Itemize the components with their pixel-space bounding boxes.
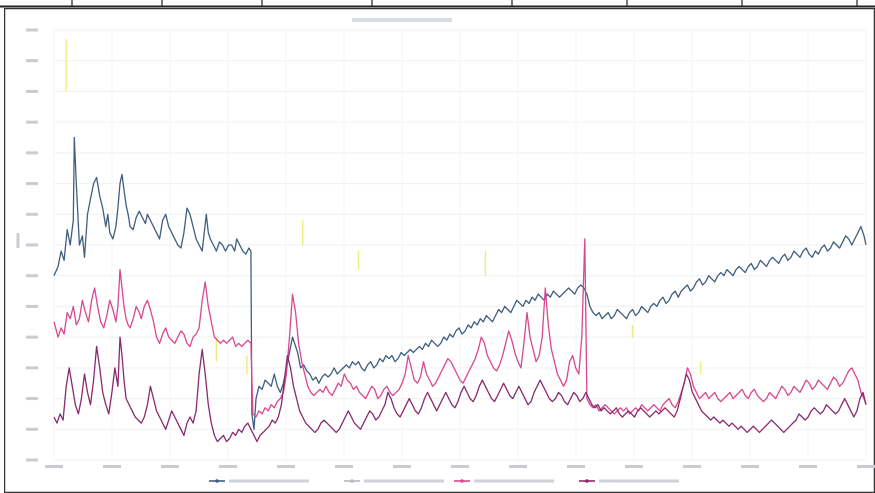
x-tick-label — [857, 465, 875, 468]
series-line-1 — [53, 136, 867, 430]
y-tick-label — [26, 28, 38, 32]
legend-marker — [350, 479, 354, 483]
chart-border — [4, 8, 875, 493]
x-tick-label — [509, 465, 527, 468]
x-tick-label — [625, 465, 643, 468]
x-tick-label — [393, 465, 411, 468]
x-tick-label — [45, 465, 63, 468]
legend — [209, 479, 679, 483]
y-tick-label — [26, 274, 38, 278]
line-chart — [4, 8, 875, 493]
x-tick-label — [335, 465, 353, 468]
x-tick-label — [103, 465, 121, 468]
y-tick-label — [26, 151, 38, 155]
y-tick-label — [26, 182, 38, 186]
y-tick-label — [26, 366, 38, 370]
y-tick-label — [26, 304, 38, 308]
grid-lines — [53, 29, 867, 461]
legend-text-smudge — [474, 479, 554, 483]
y-tick-label — [26, 427, 38, 431]
x-tick-label — [741, 465, 759, 468]
legend-text-smudge — [599, 479, 679, 483]
title-smudge — [352, 18, 452, 22]
y-tick-label — [26, 59, 38, 63]
series-line-3 — [53, 336, 867, 443]
y-tick-label — [26, 397, 38, 401]
y-tick-label — [26, 458, 38, 462]
legend-text-smudge — [229, 479, 309, 483]
y-tick-label — [26, 212, 38, 216]
y-tick-label — [26, 243, 38, 247]
spike-marks — [65, 39, 702, 374]
legend-marker — [215, 479, 219, 483]
x-tick-marks — [45, 465, 875, 468]
legend-marker — [460, 479, 464, 483]
y-tick-label — [26, 89, 38, 93]
x-tick-label — [161, 465, 179, 468]
y-tick-label — [26, 335, 38, 339]
y-tick-marks — [16, 28, 38, 462]
series-line-2 — [53, 238, 867, 418]
series-lines — [53, 136, 867, 443]
x-tick-label — [799, 465, 817, 468]
table-border-strip — [0, 0, 875, 8]
y-tick-label — [26, 120, 38, 124]
legend-marker — [585, 479, 589, 483]
legend-text-smudge — [364, 479, 444, 483]
x-tick-label — [567, 465, 585, 468]
x-tick-label — [219, 465, 237, 468]
x-tick-label — [683, 465, 701, 468]
x-tick-label — [277, 465, 295, 468]
x-tick-label — [451, 465, 469, 468]
